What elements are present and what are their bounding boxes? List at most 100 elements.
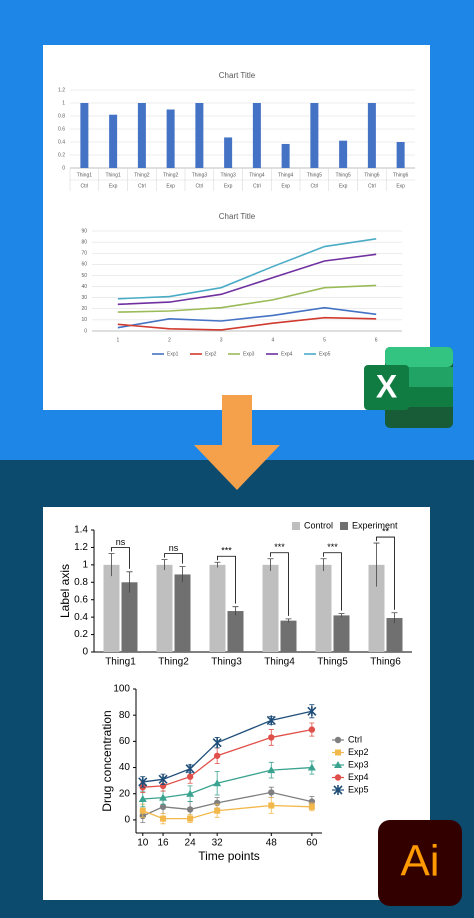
marker (185, 763, 195, 774)
marker (186, 773, 194, 780)
chart-title: Chart Title (219, 212, 256, 221)
bar (80, 103, 89, 168)
icon-band (385, 347, 453, 367)
legend-label: Exp4 (281, 351, 293, 357)
marker (268, 789, 275, 796)
bar (396, 142, 405, 168)
series-line (142, 766, 312, 800)
x-tick-label: 10 (137, 838, 149, 849)
y-tick-label: 1.2 (74, 542, 88, 553)
bar (339, 140, 348, 168)
icon-square (364, 365, 409, 410)
y-tick-label: 0.4 (58, 139, 65, 145)
x-group-label: Ctrl (138, 183, 146, 189)
bar (209, 564, 226, 652)
legend-swatch (292, 522, 300, 530)
bar (367, 103, 376, 168)
marker (335, 749, 341, 756)
x-group-label: Exp (339, 183, 348, 189)
y-axis-label: Label axis (58, 564, 72, 618)
error-bar (126, 571, 133, 593)
marker (268, 802, 275, 809)
x-group-label: Exp (166, 183, 175, 189)
series-line (117, 316, 377, 331)
x-tick-label: Thing4 (249, 172, 265, 178)
marker (333, 785, 343, 795)
x-tick-label: Thing6 (393, 172, 409, 178)
x-group-label: Exp (109, 183, 118, 189)
significance-label: ** (382, 526, 390, 536)
y-tick-label: 40 (119, 762, 131, 773)
bar (252, 103, 261, 168)
series-line (142, 804, 312, 820)
error-bar (108, 553, 115, 577)
series-line (142, 791, 312, 817)
bracket (164, 553, 183, 564)
y-tick-label: 0.8 (74, 577, 88, 588)
series-line (117, 237, 377, 300)
bar (227, 611, 244, 652)
marker (213, 779, 222, 787)
x-group-label: Ctrl (195, 183, 203, 189)
marker (212, 737, 222, 748)
y-tick-label: 70 (81, 251, 87, 257)
legend-label: Exp5 (348, 784, 369, 794)
significance-label: *** (327, 542, 338, 552)
bar (315, 564, 332, 652)
x-group-label: Ctrl (253, 183, 261, 189)
x-tick-label: Thing6 (370, 657, 401, 668)
x-tick-label: Thing1 (77, 172, 93, 178)
error-bar (391, 612, 398, 624)
marker (267, 766, 276, 774)
legend-label: Control (304, 520, 333, 530)
x-tick-label: Thing4 (264, 657, 295, 668)
marker (334, 761, 342, 768)
marker (159, 793, 168, 801)
x-tick-label: Thing3 (220, 172, 236, 178)
legend-label: Exp1 (167, 351, 179, 357)
bar (174, 574, 191, 652)
error-bar (285, 618, 292, 623)
excel-icon: X (364, 347, 453, 428)
marker (139, 807, 146, 814)
x-tick-label: 32 (212, 838, 224, 849)
error-bar (161, 559, 168, 571)
legend-label: Ctrl (348, 734, 362, 744)
y-tick-label: 80 (81, 239, 87, 245)
icon-square (378, 820, 462, 906)
legend-label: Exp2 (205, 351, 217, 357)
bracket (111, 547, 130, 569)
y-tick-label: 1.4 (74, 525, 88, 536)
x-tick-label: 5 (323, 337, 326, 343)
error-bar (214, 561, 221, 568)
marker (308, 803, 315, 810)
error-bar (338, 613, 345, 618)
bar (280, 620, 297, 652)
excel-panel (43, 45, 430, 410)
y-tick-label: 40 (81, 284, 87, 290)
y-tick-label: 1.2 (58, 87, 65, 93)
y-tick-label: 0 (82, 647, 88, 658)
y-tick-label: 1 (82, 559, 88, 570)
y-tick-label: 10 (81, 317, 87, 323)
y-tick-label: 0 (84, 328, 87, 334)
bracket (376, 536, 395, 610)
bar (333, 615, 350, 652)
arrow (194, 395, 280, 490)
y-tick-label: 0 (124, 815, 130, 826)
x-tick-label: Thing1 (105, 657, 136, 668)
x-tick-label: Thing2 (163, 172, 179, 178)
x-tick-label: 60 (306, 838, 318, 849)
y-tick-label: 60 (81, 262, 87, 268)
y-tick-label: 0.2 (74, 629, 88, 640)
x-tick-label: Thing5 (307, 172, 323, 178)
marker (268, 734, 275, 741)
significance-label: *** (221, 546, 232, 556)
y-tick-label: 30 (81, 295, 87, 301)
y-axis-label: Drug concentration (100, 710, 114, 811)
error-bar (232, 606, 239, 616)
marker (308, 726, 316, 733)
y-tick-label: 1 (62, 100, 65, 106)
